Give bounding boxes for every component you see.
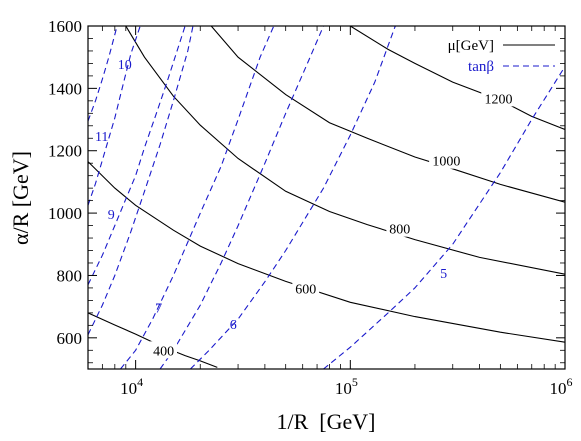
mu-contour-label-600: 600 — [295, 283, 316, 298]
x-tick-label: 106 — [550, 375, 573, 398]
tanbeta-contour-10 — [88, 26, 141, 206]
contour-label-bg — [481, 89, 516, 107]
y-tick-label: 1400 — [48, 79, 82, 98]
mu-contour-600 — [88, 161, 565, 343]
tanbeta-contour-label-9: 9 — [108, 208, 115, 223]
series-layer — [88, 26, 565, 369]
contour-label-layer: 400 600 800 1000 1200 5 6 7 9 10 11 — [95, 58, 516, 359]
y-tick-label: 600 — [57, 329, 83, 348]
mu-contour-label-1200: 1200 — [484, 92, 512, 107]
x-axis-label: 1/R [GeV] — [277, 409, 376, 434]
tanbeta-contour-9 — [88, 26, 186, 286]
y-tick-label: 1200 — [48, 142, 82, 161]
tanbeta-contour-label-11: 11 — [95, 130, 108, 145]
tanbeta-contour-label-6: 6 — [230, 318, 237, 333]
tanbeta-contour-7 — [120, 26, 275, 369]
tanbeta-contour-label-10: 10 — [118, 58, 132, 73]
legend-label-mu: μ[GeV] — [448, 38, 494, 54]
mu-contour-800 — [125, 26, 565, 275]
x-tick-label: 105 — [335, 375, 358, 398]
y-axis-label: α/R [GeV] — [8, 151, 33, 245]
contour-label-bg — [386, 219, 414, 237]
contour-label-bg — [292, 279, 320, 297]
plot-frame — [87, 25, 566, 370]
tanbeta-contour-label-5: 5 — [440, 267, 447, 282]
mu-contour-1000 — [210, 26, 565, 203]
y-tick-label: 1000 — [48, 204, 82, 223]
mu-contour-label-400: 400 — [153, 344, 174, 359]
tanbeta-contour-unlabeled-11 — [88, 26, 194, 335]
tanbeta-contour-label-7: 7 — [155, 301, 162, 316]
mu-contour-label-800: 800 — [389, 223, 410, 238]
legend-label-tanbeta: tanβ — [468, 59, 494, 75]
tanbeta-contour-6 — [190, 26, 396, 369]
x-tick-label: 104 — [120, 375, 143, 398]
contour-label-bg — [429, 151, 464, 169]
mu-contour-label-1000: 1000 — [432, 155, 460, 170]
y-tick-label: 1600 — [48, 17, 82, 36]
mu-contour-1200 — [350, 26, 565, 131]
contour-label-bg — [150, 341, 178, 359]
tanbeta-contour-11 — [88, 26, 118, 122]
tanbeta-contour-unlabeled-12 — [159, 26, 325, 369]
y-tick-label: 800 — [57, 266, 83, 285]
legend: μ[GeV] tanβ — [448, 38, 555, 75]
tanbeta-contour-5 — [323, 66, 565, 369]
